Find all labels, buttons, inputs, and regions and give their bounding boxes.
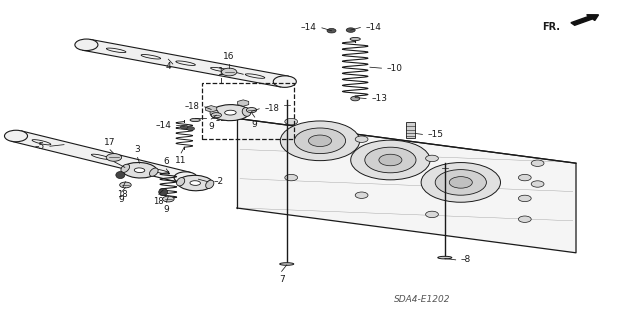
Ellipse shape [242, 108, 251, 116]
Ellipse shape [178, 175, 212, 191]
Ellipse shape [4, 130, 28, 142]
Ellipse shape [350, 37, 360, 41]
Circle shape [106, 154, 122, 161]
Text: –8: –8 [461, 255, 471, 264]
Text: –5: –5 [35, 142, 45, 151]
Circle shape [531, 181, 544, 187]
Text: 9: 9 [252, 120, 257, 129]
Circle shape [180, 125, 188, 129]
Ellipse shape [351, 96, 360, 101]
Circle shape [327, 28, 336, 33]
Circle shape [285, 174, 298, 181]
Circle shape [355, 136, 368, 142]
Text: 18: 18 [154, 197, 164, 206]
Text: 17: 17 [104, 138, 116, 147]
Circle shape [355, 192, 368, 198]
Polygon shape [11, 131, 191, 183]
Text: –18: –18 [264, 104, 279, 113]
Text: 6: 6 [164, 157, 169, 166]
Circle shape [518, 174, 531, 181]
Text: –14: –14 [156, 121, 172, 130]
Ellipse shape [190, 181, 200, 185]
Text: 4: 4 [166, 62, 171, 71]
Bar [202, 83, 294, 139]
Text: 9: 9 [209, 122, 214, 131]
Circle shape [531, 160, 544, 166]
Ellipse shape [75, 39, 98, 51]
Ellipse shape [273, 76, 296, 87]
Ellipse shape [211, 105, 250, 121]
Circle shape [285, 118, 298, 125]
Ellipse shape [190, 118, 200, 122]
Circle shape [518, 195, 531, 202]
Ellipse shape [116, 172, 125, 179]
Circle shape [280, 121, 360, 161]
Text: –13: –13 [371, 94, 387, 103]
Text: –2: –2 [213, 177, 223, 186]
Text: 11: 11 [175, 156, 187, 165]
Ellipse shape [280, 263, 294, 265]
Ellipse shape [225, 110, 236, 115]
Text: –12: –12 [211, 114, 226, 123]
Text: –14: –14 [301, 23, 317, 32]
Circle shape [187, 127, 195, 131]
Circle shape [518, 216, 531, 222]
Circle shape [435, 170, 486, 195]
Circle shape [426, 211, 438, 218]
Text: 3: 3 [135, 145, 140, 154]
Circle shape [449, 177, 472, 188]
Text: –15: –15 [428, 130, 444, 139]
Text: –10: –10 [387, 64, 403, 73]
Text: 16: 16 [223, 52, 235, 61]
Circle shape [351, 140, 430, 180]
Circle shape [163, 196, 174, 202]
Ellipse shape [177, 178, 185, 186]
Text: 9: 9 [164, 205, 169, 214]
Text: 9: 9 [119, 195, 124, 204]
Text: 7: 7 [279, 275, 284, 284]
Ellipse shape [122, 163, 157, 178]
Ellipse shape [205, 180, 214, 188]
Circle shape [346, 28, 355, 32]
Circle shape [308, 135, 332, 147]
Circle shape [379, 154, 402, 166]
Ellipse shape [174, 172, 197, 183]
Circle shape [294, 128, 346, 154]
Circle shape [246, 108, 257, 113]
Ellipse shape [150, 168, 158, 176]
Circle shape [365, 147, 416, 173]
Text: 1: 1 [218, 67, 224, 77]
Text: –14: –14 [365, 23, 381, 32]
Polygon shape [83, 39, 289, 87]
Circle shape [426, 155, 438, 162]
Ellipse shape [210, 109, 219, 118]
Ellipse shape [121, 164, 129, 172]
Circle shape [221, 68, 237, 76]
Text: FR.: FR. [542, 22, 560, 32]
Bar [406, 122, 415, 138]
Ellipse shape [134, 168, 145, 172]
Circle shape [421, 163, 500, 202]
Ellipse shape [438, 256, 452, 259]
Ellipse shape [159, 188, 168, 196]
Text: SDA4-E1202: SDA4-E1202 [394, 295, 451, 304]
Circle shape [120, 182, 131, 188]
Text: 18: 18 [118, 190, 128, 199]
Polygon shape [237, 118, 576, 253]
Circle shape [211, 113, 221, 118]
FancyArrow shape [571, 15, 598, 25]
Text: –18: –18 [185, 102, 200, 111]
